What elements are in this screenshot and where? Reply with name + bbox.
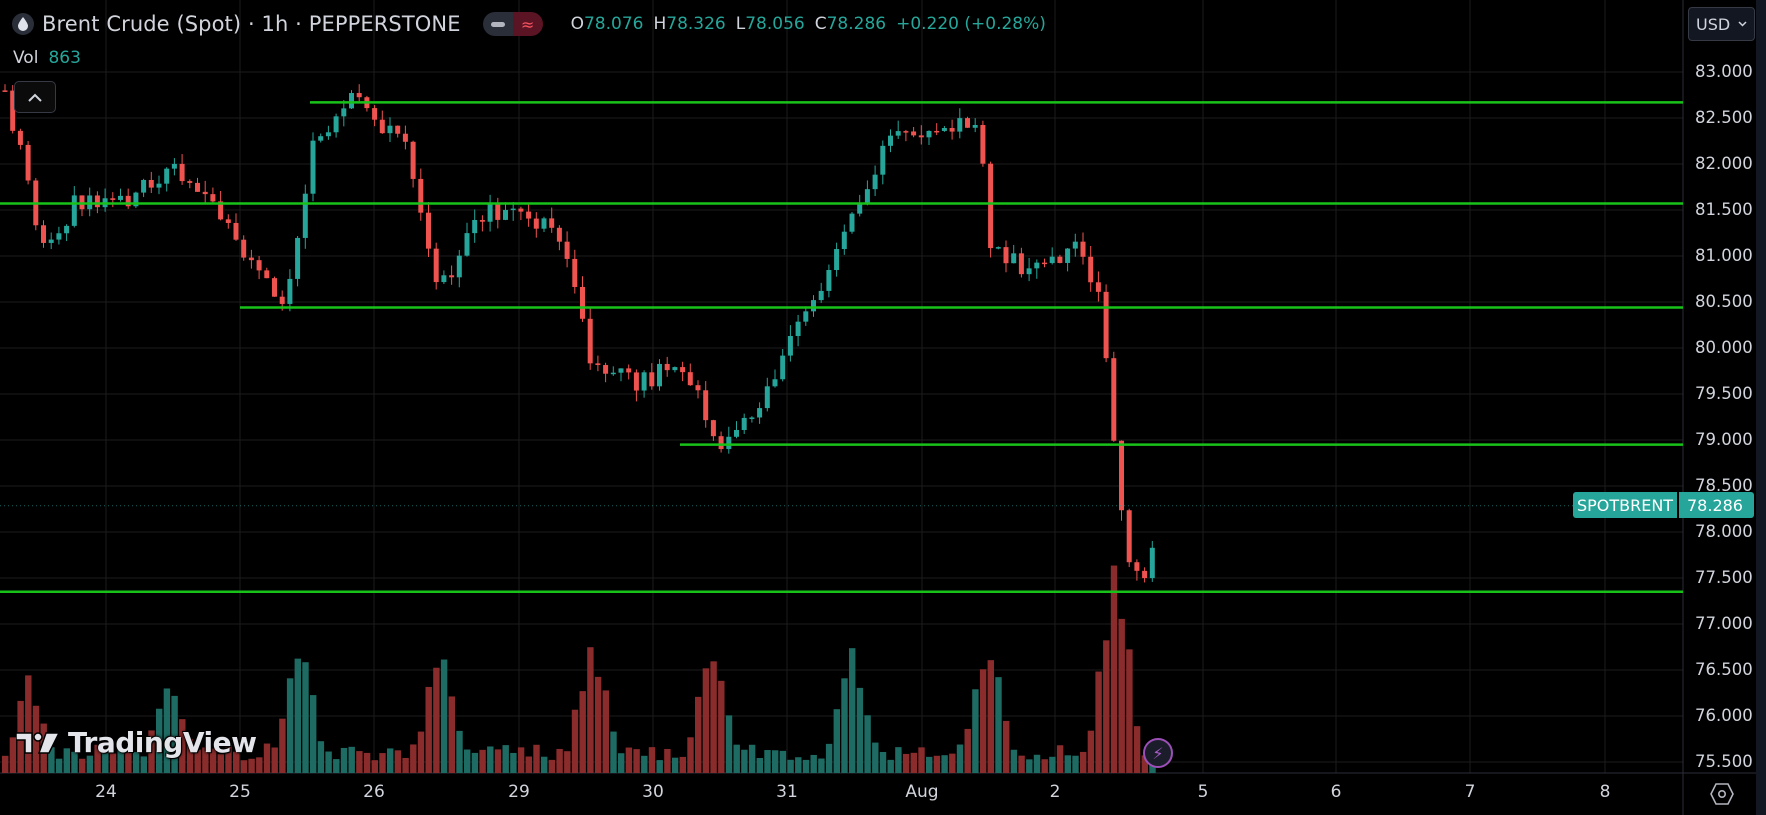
chevron-down-icon	[1738, 21, 1747, 27]
price-tick: 76.000	[1695, 706, 1753, 725]
price-tick: 76.500	[1695, 660, 1753, 679]
date-tick: 29	[508, 782, 530, 802]
date-tick: 25	[229, 782, 251, 802]
date-tick: 30	[642, 782, 664, 802]
price-tick: 79.500	[1695, 384, 1753, 403]
price-tick: 83.000	[1695, 62, 1753, 81]
chart-legend: Brent Crude (Spot) · 1h · PEPPERSTONE ≈ …	[12, 8, 1046, 40]
price-tick: 80.000	[1695, 338, 1753, 357]
date-tick: 8	[1599, 782, 1611, 802]
date-tick: 5	[1197, 782, 1209, 802]
lightning-icon[interactable]: ⚡	[1143, 738, 1173, 768]
volume-legend: Vol 863	[13, 48, 81, 68]
date-tick: 6	[1330, 782, 1342, 802]
price-tick: 79.000	[1695, 430, 1753, 449]
last-price-tag: SPOTBRENT 78.286	[1573, 492, 1754, 518]
ohlc-open: O78.076	[570, 14, 644, 34]
date-tick: 31	[776, 782, 798, 802]
date-tick: 24	[95, 782, 117, 802]
price-tick: 78.500	[1695, 476, 1753, 495]
price-tick: 77.000	[1695, 614, 1753, 633]
logo-text: TradingView	[68, 726, 257, 759]
tradingview-logo-icon	[16, 731, 60, 754]
date-tick: 26	[363, 782, 385, 802]
volume-value: 863	[48, 48, 81, 68]
chevron-up-icon	[28, 93, 42, 102]
date-tick: 7	[1464, 782, 1476, 802]
ohlc-low: L78.056	[735, 14, 805, 34]
price-tick: 80.500	[1695, 292, 1753, 311]
price-tick: 82.500	[1695, 108, 1753, 127]
currency-label: USD	[1696, 14, 1731, 34]
date-tick: 2	[1049, 782, 1061, 802]
volume-label: Vol	[13, 48, 39, 68]
symbol-title[interactable]: Brent Crude (Spot) · 1h · PEPPERSTONE	[42, 12, 461, 36]
price-tick: 77.500	[1695, 568, 1753, 587]
price-tick: 81.500	[1695, 200, 1753, 219]
ohlc-values: O78.076 H78.326 L78.056 C78.286 +0.220 (…	[571, 14, 1046, 34]
settings-hex-icon	[1710, 783, 1734, 805]
ohlc-high: H78.326	[653, 14, 726, 34]
symbol-tag: SPOTBRENT	[1573, 492, 1677, 518]
date-tick: Aug	[905, 782, 939, 802]
price-tick: 78.000	[1695, 522, 1753, 541]
price-tick: 82.000	[1695, 154, 1753, 173]
oil-drop-icon	[12, 13, 34, 35]
price-tick: 75.500	[1695, 752, 1753, 771]
hide-icon[interactable]	[482, 12, 513, 36]
price-change: +0.220 (+0.28%)	[896, 14, 1046, 34]
currency-select[interactable]: USD	[1688, 7, 1755, 41]
collapse-legend-button[interactable]	[14, 81, 56, 113]
approx-icon[interactable]: ≈	[512, 12, 543, 36]
tradingview-logo[interactable]: TradingView	[16, 726, 257, 759]
legend-toggle-pill[interactable]: ≈	[482, 12, 543, 36]
ohlc-close: C78.286	[814, 14, 887, 34]
chart-settings-button[interactable]	[1708, 780, 1736, 808]
last-price: 78.286	[1679, 492, 1754, 518]
price-tick: 81.000	[1695, 246, 1753, 265]
